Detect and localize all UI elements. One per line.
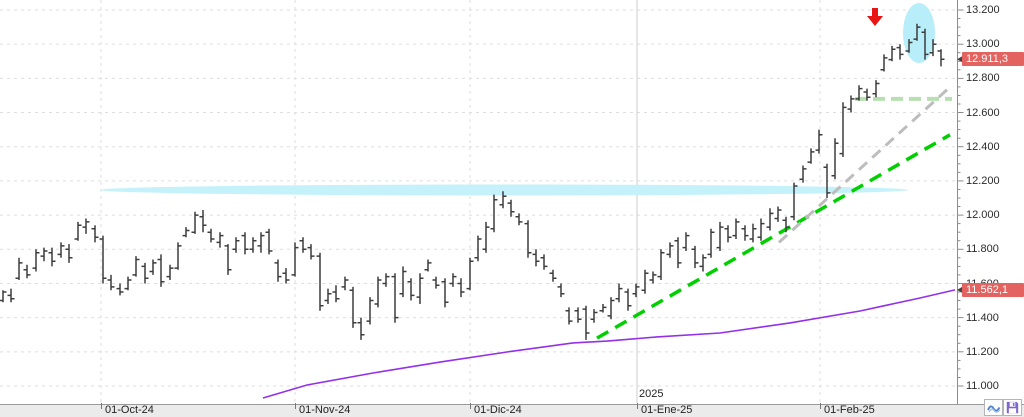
y-axis-label: 12.200: [966, 174, 1000, 187]
x-axis-label: 01-Feb-25: [824, 404, 875, 416]
y-axis-label: 13.200: [966, 4, 1000, 16]
wave-zigzag-icon: [986, 402, 1001, 414]
y-axis-label: 12.000: [966, 209, 1000, 222]
gridlines: [0, 0, 957, 403]
wave-zigzag-button[interactable]: [984, 399, 1003, 416]
last-price-badge: 12.911,3: [962, 52, 1024, 67]
y-axis: [101, 0, 964, 409]
x-axis-label: 01-Ene-25: [641, 404, 693, 416]
y-axis-label: 12.800: [966, 72, 1000, 85]
y-axis-label: 11.000: [966, 380, 999, 392]
y-axis-label: 12.400: [966, 140, 1000, 153]
highlight-ellipse: [903, 3, 935, 63]
price-pointer: [957, 55, 963, 63]
x-axis-label: 01-Dic-24: [474, 404, 522, 416]
green-uptrend-line: [596, 133, 951, 340]
moving-average-line: [262, 289, 956, 399]
save-button[interactable]: [1003, 399, 1022, 416]
y-axis-label: 11.400: [966, 311, 999, 324]
x-axis-label: 01-Nov-24: [299, 404, 351, 416]
x-axis-label: 01-Oct-24: [105, 404, 154, 416]
save-disk-icon: [1006, 401, 1019, 414]
y-axis-label: 11.800: [966, 243, 999, 256]
gray-uptrend-line: [777, 84, 954, 244]
price-pointer: [957, 286, 963, 294]
x-axis-strip[interactable]: [0, 404, 1024, 417]
ohlc-bars: [0, 23, 945, 340]
y-axis-label: 12.600: [966, 106, 1000, 119]
ma-value-badge: 11.562,1: [962, 282, 1024, 297]
y-axis-label: 11.200: [966, 345, 999, 358]
red-down-arrow: [867, 8, 883, 26]
resistance-band: [100, 184, 908, 196]
y-axis-label: 13.000: [966, 38, 1000, 51]
year-label: 2025: [639, 388, 664, 400]
